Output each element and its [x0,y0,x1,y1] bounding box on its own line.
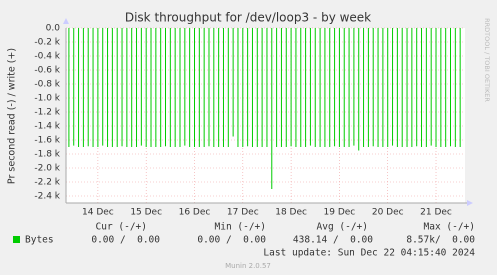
plot-area [66,28,465,203]
x-tick-label: 15 Dec [130,208,162,218]
y-tick-label: -2.2 k [34,178,60,188]
y-tick-label: -2.4 k [34,192,60,202]
stat-header: Cur (-/+) [96,222,147,233]
side-label: RRDTOOL / TOBI OETIKER [483,18,491,102]
stat-value: 0.00 / 0.00 [197,235,266,246]
marks [68,28,461,189]
y-tick-label: -0.4 k [34,52,60,62]
x-tick-label: 16 Dec [179,208,211,218]
x-tick-label: 20 Dec [372,208,404,218]
y-tick-label: -2.0 k [34,164,60,174]
y-tick-label: -1.4 k [34,122,60,132]
stat-value: 8.57k/ 0.00 [406,235,475,246]
y-tick-label: -1.0 k [34,94,60,104]
stat-header: Min (-/+) [215,222,266,233]
legend-entry: Bytes [25,235,54,246]
y-tick-label: -1.8 k [34,150,60,160]
stat-value: 0.00 / 0.00 [91,235,160,246]
y-tick-label: -0.2 k [34,38,60,48]
y-tick-label: -1.2 k [34,108,60,118]
stat-header: Avg (-/+) [317,222,368,233]
y-tick-label: 0.0 [46,24,61,34]
x-tick-label: 21 Dec [420,208,452,218]
x-tick-label: 19 Dec [324,208,356,218]
y-tick-label: -1.6 k [34,136,60,146]
x-arrow [467,200,473,206]
chart-title: Disk throughput for /dev/loop3 - by week [125,11,371,25]
y-tick-label: -0.8 k [34,80,60,90]
x-tick-label: 18 Dec [275,208,307,218]
stat-value: 438.14 / 0.00 [293,235,373,246]
x-tick-label: 14 Dec [82,208,114,218]
stat-header: Max (-/+) [424,222,475,233]
legend-swatch [13,236,20,243]
last-update: Last update: Sun Dec 22 04:15:40 2024 [263,248,475,259]
y-axis-label: Pr second read (-) / write (+) [7,48,18,184]
x-tick-label: 17 Dec [227,208,259,218]
y-tick-label: -0.6 k [34,66,60,76]
footer: Munin 2.0.57 [225,262,271,270]
y-arrow [63,18,69,24]
